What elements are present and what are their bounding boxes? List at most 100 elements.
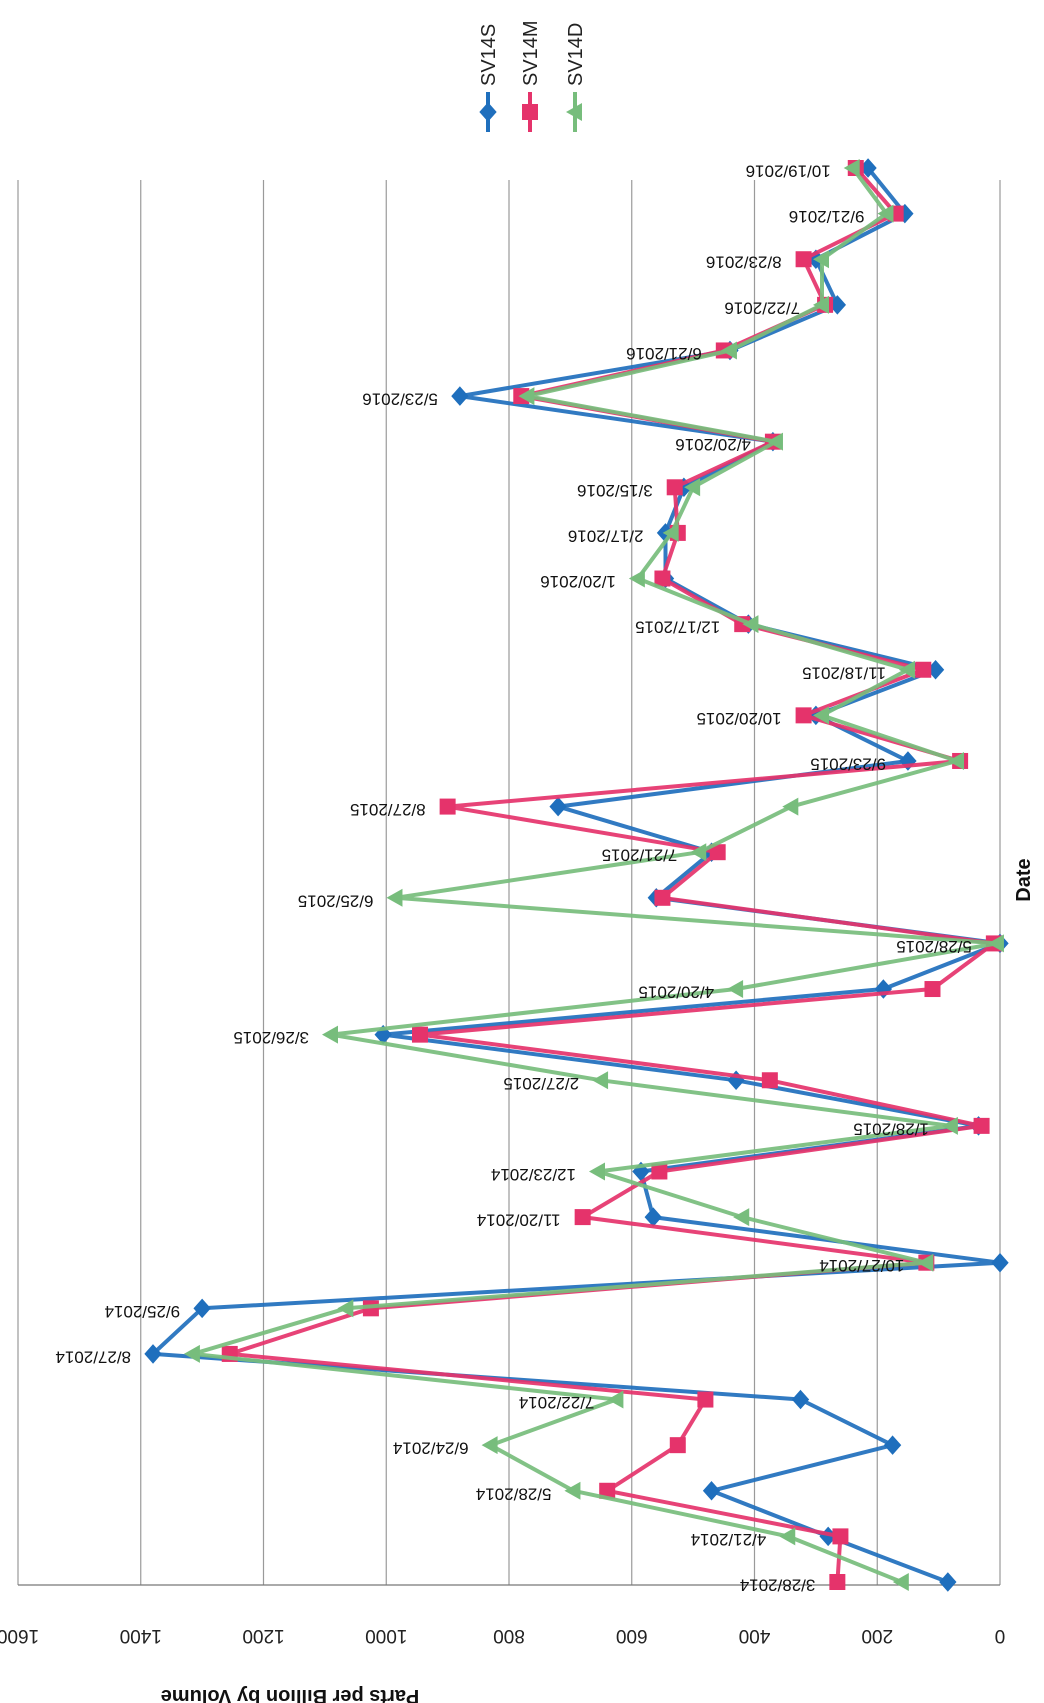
data-point-triangle xyxy=(813,250,830,269)
x-date-label: 3/15/2016 xyxy=(577,481,653,500)
data-point-square xyxy=(697,1391,714,1408)
data-point-square xyxy=(439,798,456,815)
data-point-triangle xyxy=(628,569,645,588)
x-axis-title: Date xyxy=(1013,858,1035,901)
x-date-label: 7/21/2015 xyxy=(602,846,678,865)
x-date-label: 10/20/2015 xyxy=(697,709,782,728)
x-date-label: 5/28/2015 xyxy=(896,937,972,956)
data-point-triangle xyxy=(742,615,759,634)
x-date-label: 8/27/2015 xyxy=(350,800,426,819)
x-date-label: 3/28/2014 xyxy=(740,1576,816,1595)
data-point-triangle xyxy=(588,1162,605,1181)
data-point-square xyxy=(666,479,683,496)
x-date-label: 6/21/2016 xyxy=(626,344,702,363)
data-point-diamond xyxy=(883,1435,902,1455)
data-point-diamond xyxy=(549,796,567,817)
data-point-square xyxy=(829,1574,846,1590)
data-point-triangle xyxy=(813,295,830,314)
x-date-label: 7/22/2016 xyxy=(724,298,800,317)
data-point-triangle xyxy=(733,1208,750,1227)
data-point-triangle xyxy=(877,204,894,223)
data-point-triangle xyxy=(564,1481,581,1500)
data-point-square xyxy=(412,1026,429,1043)
data-point-diamond xyxy=(479,102,497,122)
x-date-label: 2/17/2016 xyxy=(568,526,644,545)
legend-label: SV14D xyxy=(565,23,587,86)
x-date-label: 9/25/2014 xyxy=(104,1302,180,1321)
x-date-label: 4/20/2015 xyxy=(638,983,714,1002)
data-point-diamond xyxy=(939,1572,957,1592)
x-date-labels: 3/28/2014 4/21/2014 5/28/2014 6/24/2014 7/22… xyxy=(55,162,971,1595)
data-point-triangle xyxy=(782,797,799,816)
x-date-label: 8/23/2016 xyxy=(706,253,782,272)
x-date-label: 10/27/2014 xyxy=(819,1256,904,1275)
data-point-triangle xyxy=(727,980,744,999)
data-point-triangle xyxy=(766,432,783,451)
data-point-square xyxy=(973,1117,990,1134)
x-date-label: 5/23/2016 xyxy=(362,390,438,409)
data-point-square xyxy=(761,1072,778,1089)
x-date-label: 1/28/2015 xyxy=(853,1119,929,1138)
data-point-diamond xyxy=(702,1481,721,1501)
data-point-square xyxy=(709,844,726,861)
data-point-triangle xyxy=(322,1025,339,1044)
data-point-triangle xyxy=(592,1071,609,1090)
y-tick-label: 1000 xyxy=(365,1625,407,1646)
legend-item-sv14d: SV14D xyxy=(565,23,587,132)
data-point-triangle xyxy=(337,1299,354,1318)
data-point-square xyxy=(522,104,538,120)
data-point-square xyxy=(924,981,941,998)
x-date-label: 11/20/2014 xyxy=(477,1211,561,1230)
legend-label: SV14S xyxy=(478,24,500,86)
data-point-diamond xyxy=(144,1344,162,1364)
x-date-label: 12/23/2014 xyxy=(491,1165,576,1184)
data-point-triangle xyxy=(720,341,737,360)
data-point-square xyxy=(654,889,671,906)
data-point-triangle xyxy=(941,1116,958,1135)
legend: SV14S SV14M SV14D xyxy=(478,20,587,132)
x-date-label: 9/23/2015 xyxy=(810,754,886,773)
data-point-triangle xyxy=(987,934,1004,953)
x-date-label: 4/21/2014 xyxy=(691,1530,767,1549)
data-point-triangle xyxy=(813,706,830,725)
data-point-square xyxy=(599,1482,616,1499)
y-tick-labels: 0 200 400 600 800 1000 1200 1400 1600 xyxy=(0,1625,1005,1646)
series-line-sv14s xyxy=(151,166,1002,1584)
data-point-triangle xyxy=(607,1390,624,1409)
legend-item-sv14m: SV14M xyxy=(520,20,542,132)
x-date-label: 8/27/2014 xyxy=(55,1347,131,1366)
data-point-triangle xyxy=(779,1527,796,1546)
series-sv14d xyxy=(183,159,1004,1591)
series-sv14s xyxy=(144,158,1009,1592)
data-point-triangle xyxy=(690,843,707,862)
data-point-triangle xyxy=(518,387,535,406)
x-date-label: 3/26/2015 xyxy=(233,1028,309,1047)
data-point-triangle xyxy=(481,1436,498,1455)
data-point-square xyxy=(651,1163,668,1180)
data-point-square xyxy=(574,1209,591,1226)
data-point-square xyxy=(654,570,671,587)
data-point-triangle xyxy=(898,660,915,679)
data-point-square xyxy=(795,251,812,268)
data-point-triangle xyxy=(917,1253,934,1272)
x-date-label: 10/19/2016 xyxy=(746,162,831,181)
data-point-triangle xyxy=(662,523,679,542)
x-date-label: 6/24/2014 xyxy=(393,1439,469,1458)
x-date-label: 9/21/2016 xyxy=(789,207,865,226)
data-point-diamond xyxy=(991,1252,1009,1273)
x-date-label: 2/27/2015 xyxy=(503,1074,579,1093)
series-lines xyxy=(144,158,1009,1592)
data-point-triangle xyxy=(948,751,965,770)
data-point-square xyxy=(915,661,932,678)
x-date-label: 11/18/2015 xyxy=(802,663,886,682)
data-point-triangle xyxy=(566,103,582,121)
data-point-diamond xyxy=(451,386,469,406)
x-date-label: 6/25/2015 xyxy=(298,891,374,910)
data-point-triangle xyxy=(892,1573,909,1591)
data-point-square xyxy=(669,1437,686,1454)
data-point-triangle xyxy=(843,159,860,177)
y-axis-title: Parts per Billion by Volume xyxy=(161,1685,420,1703)
legend-item-sv14s: SV14S xyxy=(478,24,500,132)
data-point-triangle xyxy=(684,478,701,497)
data-point-square xyxy=(795,707,812,724)
